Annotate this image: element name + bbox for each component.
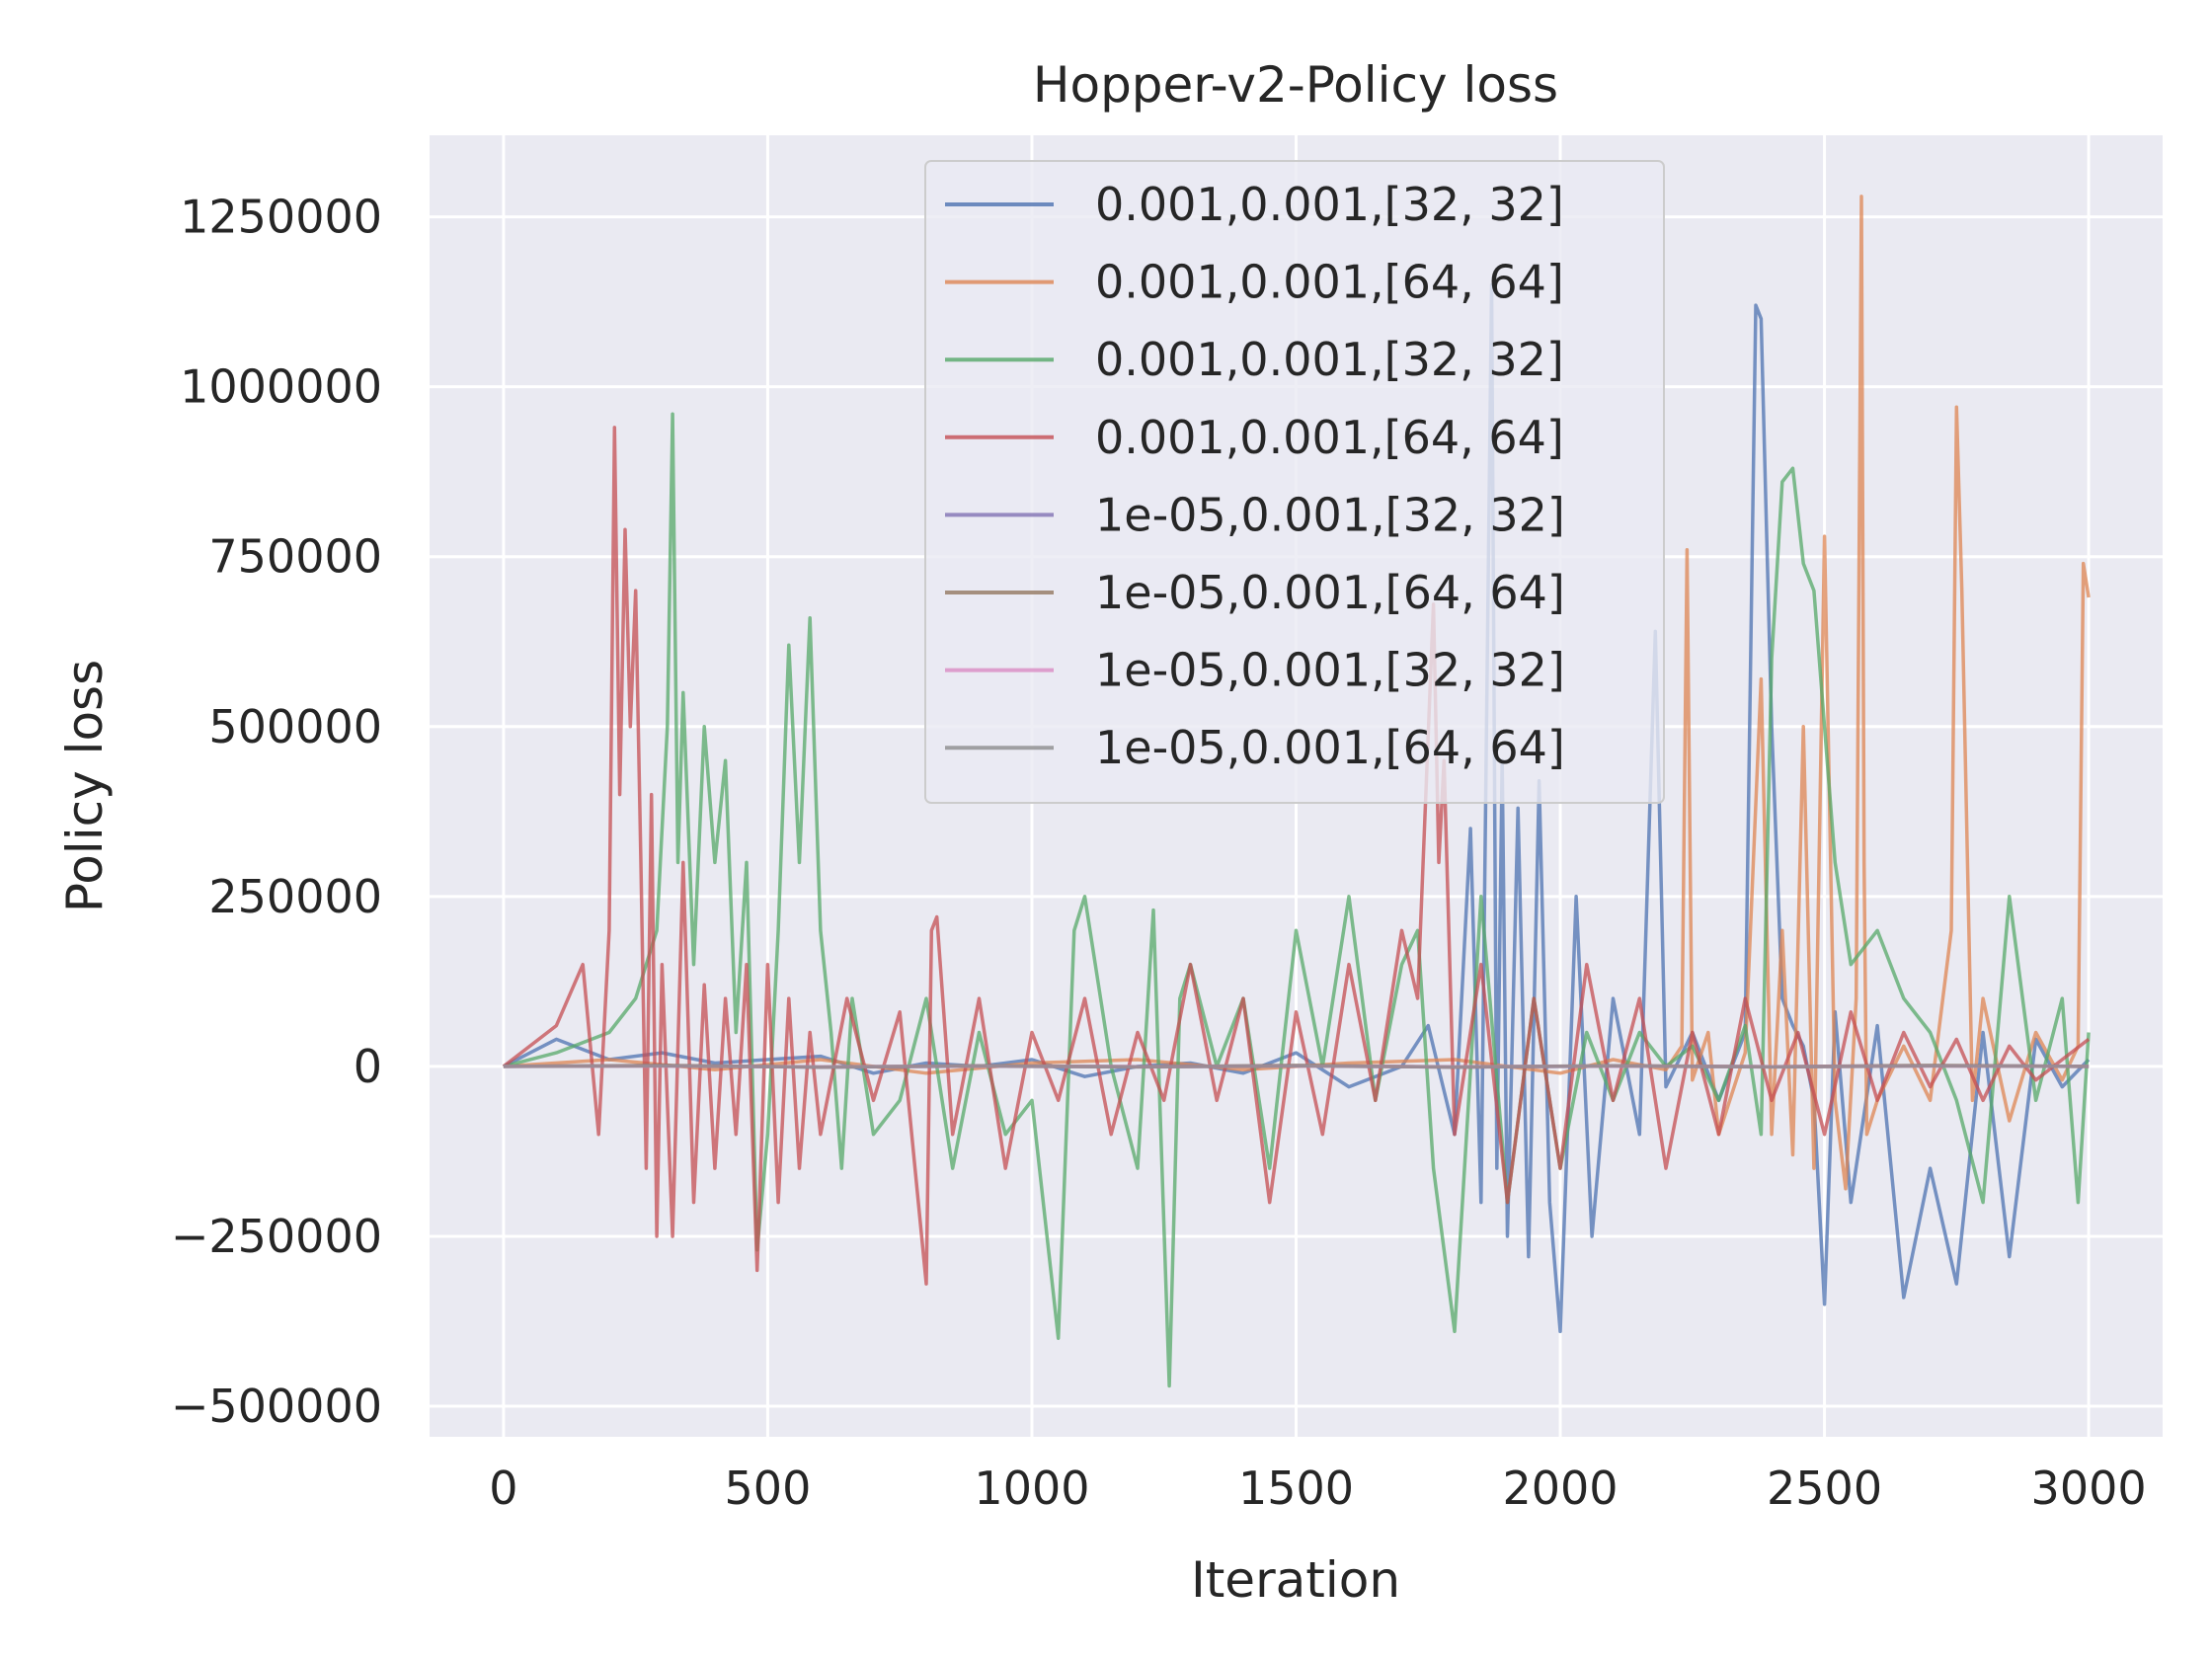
series-lines — [502, 195, 2091, 1388]
legend-entry: 1e-05,0.001,[32, 32] — [1095, 644, 1565, 697]
x-tick-label: 1500 — [1238, 1462, 1354, 1515]
x-tick-label: 0 — [489, 1462, 517, 1515]
y-tick-label: 1000000 — [180, 360, 382, 414]
legend-entry: 1e-05,0.001,[64, 64] — [1095, 721, 1565, 774]
x-axis-label: Iteration — [1191, 1551, 1400, 1609]
x-tick-label: 1000 — [974, 1462, 1089, 1515]
x-axis-ticks: 0 500 1000 1500 2000 2500 3000 — [489, 1462, 2146, 1515]
series-line-1 — [503, 282, 2091, 1334]
y-tick-label: −250000 — [171, 1210, 382, 1263]
legend-entry: 0.001,0.001,[64, 64] — [1095, 256, 1564, 309]
legend-entry: 1e-05,0.001,[64, 64] — [1095, 566, 1565, 619]
y-tick-label: 0 — [354, 1040, 382, 1093]
chart-title: Hopper-v2-Policy loss — [1033, 56, 1558, 114]
legend: 0.001,0.001,[32, 32] 0.001,0.001,[64, 64]… — [924, 160, 1665, 804]
x-tick-label: 3000 — [2031, 1462, 2147, 1515]
x-tick-label: 2000 — [1502, 1462, 1618, 1515]
x-tick-label: 2500 — [1767, 1462, 1882, 1515]
legend-entry: 0.001,0.001,[64, 64] — [1095, 411, 1564, 464]
y-tick-label: −500000 — [171, 1380, 382, 1433]
y-tick-label: 1250000 — [180, 191, 382, 244]
legend-entry: 0.001,0.001,[32, 32] — [1095, 333, 1564, 386]
x-tick-label: 500 — [725, 1462, 812, 1515]
legend-entry: 1e-05,0.001,[32, 32] — [1095, 488, 1565, 541]
y-axis-ticks: −500000 −250000 0 250000 500000 750000 1000000… — [171, 191, 382, 1433]
legend-box — [924, 160, 1665, 804]
legend-entry: 0.001,0.001,[32, 32] — [1095, 178, 1564, 231]
y-tick-label: 250000 — [208, 870, 382, 923]
series-line-4 — [502, 426, 2091, 1286]
y-tick-label: 750000 — [208, 530, 382, 584]
y-tick-label: 500000 — [208, 700, 382, 753]
series-line-3 — [503, 412, 2091, 1388]
y-axis-label: Policy loss — [56, 660, 114, 912]
